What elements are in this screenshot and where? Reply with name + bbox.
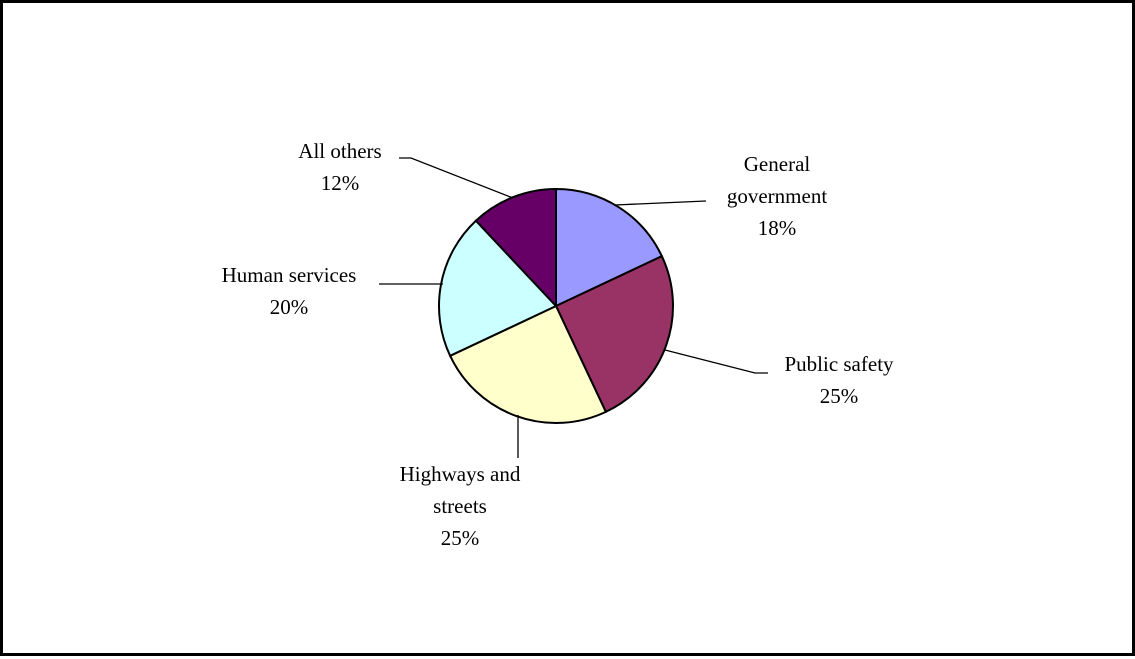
- pie-slice-highways-and-streets: [448, 304, 608, 424]
- pie-chart: General government 18% Public safety 25% High…: [222, 139, 894, 550]
- data-label-human-services-value: 20%: [270, 295, 309, 319]
- leader-line-public-safety: [664, 349, 768, 374]
- pie-slice-general-government: [555, 187, 664, 308]
- data-label-human-services: Human services: [222, 263, 357, 287]
- pie-slice-public-safety: [554, 254, 674, 414]
- data-label-all-others: All others: [298, 139, 381, 163]
- data-label-highways-and-streets-value: 25%: [441, 526, 480, 550]
- data-label-highways-and-streets: Highways and: [400, 462, 521, 486]
- data-label-all-others-value: 12%: [321, 171, 360, 195]
- pie-slice-all-others: [474, 187, 557, 309]
- data-label-public-safety: Public safety: [784, 352, 894, 376]
- data-label-highways-and-streets: streets: [433, 494, 487, 518]
- leader-line-all-others: [399, 157, 514, 199]
- data-label-public-safety-value: 25%: [820, 384, 859, 408]
- leader-line-general-government: [614, 200, 707, 206]
- data-label-general-government: government: [727, 184, 827, 208]
- data-label-general-government-value: 18%: [758, 216, 797, 240]
- data-label-general-government: General: [744, 152, 811, 176]
